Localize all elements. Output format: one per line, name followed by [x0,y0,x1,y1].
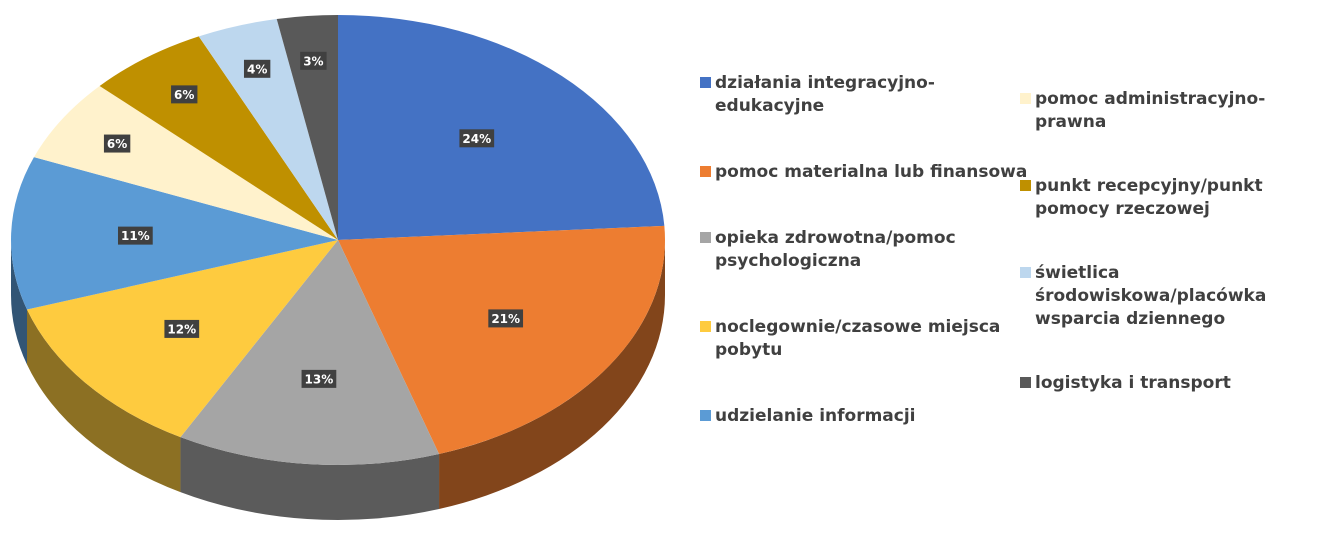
data-label-text: 13% [305,372,334,386]
data-label-text: 11% [121,229,150,243]
legend-swatch [700,232,711,243]
legend-label: logistyka i transport [1035,373,1231,393]
legend-swatch [1020,93,1031,104]
legend-swatch [700,321,711,332]
data-label: 11% [117,226,153,245]
data-label-box [488,309,524,328]
legend-swatch [1020,180,1031,191]
legend-label: punkt recepcyjny/punkt pomocy rzeczowej [1035,176,1263,219]
legend-label: pomoc materialna lub finansowa [715,162,1028,182]
data-label-text: 4% [247,62,267,76]
pie-slice [180,240,440,465]
legend-swatch [700,77,711,88]
pie-slice [33,85,339,240]
data-label-box [103,134,131,153]
pie-slice [11,157,339,310]
pie-slice [338,225,665,454]
pie-slice [198,18,338,241]
data-label-box [301,369,337,388]
pie-slice [27,240,339,438]
data-label-text: 6% [107,137,127,151]
data-label-text: 12% [167,322,196,336]
legend-item: punkt recepcyjny/punkt pomocy rzeczowej [1020,175,1335,221]
legend-swatch [1020,267,1031,278]
data-label: 13% [301,369,337,388]
legend-swatch [700,166,711,177]
legend-item: działania integracyjno-edukacyjne [700,72,1030,118]
pie-side [11,240,28,365]
legend-label: działania integracyjno-edukacyjne [715,73,935,116]
pie-slice [338,15,665,240]
legend-swatch [1020,377,1031,388]
legend-item: świetlica środowiskowa/placówka wsparcia… [1020,262,1335,331]
data-label-box [459,129,495,148]
legend-item: logistyka i transport [1020,372,1335,395]
data-label-text: 21% [491,312,520,326]
legend: pomoc administracyjno-prawna punkt recepc… [1020,88,1335,436]
data-label: 21% [488,309,524,328]
legend-item: pomoc administracyjno-prawna [1020,88,1335,134]
legend-item: opieka zdrowotna/pomoc psychologiczna [700,227,1030,273]
legend-item: noclegownie/czasowe miejsca pobytu [700,316,1030,362]
legend: działania integracyjno-edukacyjne pomoc m… [700,72,1030,471]
pie-slice [99,36,338,241]
data-label-text: 3% [303,54,323,68]
data-label: 6% [171,85,198,104]
legend-item: pomoc materialna lub finansowa [700,161,1030,184]
data-label-box [164,319,200,338]
data-label-text: 6% [174,88,194,102]
data-label-box [171,85,198,104]
data-label: 4% [243,59,271,78]
data-label-box [243,59,271,78]
legend-swatch [700,410,711,421]
legend-label: noclegownie/czasowe miejsca pobytu [715,317,1001,360]
data-label: 24% [459,129,495,148]
legend-label: opieka zdrowotna/pomoc psychologiczna [715,228,956,271]
data-label-box [300,51,327,70]
data-label: 6% [103,134,131,153]
pie-side [180,437,440,520]
legend-label: pomoc administracyjno-prawna [1035,89,1266,132]
data-label: 3% [300,51,327,70]
pie-slice [276,15,338,240]
legend-item: udzielanie informacji [700,405,1030,428]
pie-side [439,240,665,509]
legend-label: udzielanie informacji [715,406,916,426]
legend-label: świetlica środowiskowa/placówka wsparcia… [1035,263,1267,329]
data-label-text: 24% [462,132,491,146]
pie-side [27,309,181,493]
data-label-box [117,226,153,245]
data-label: 12% [164,319,200,338]
